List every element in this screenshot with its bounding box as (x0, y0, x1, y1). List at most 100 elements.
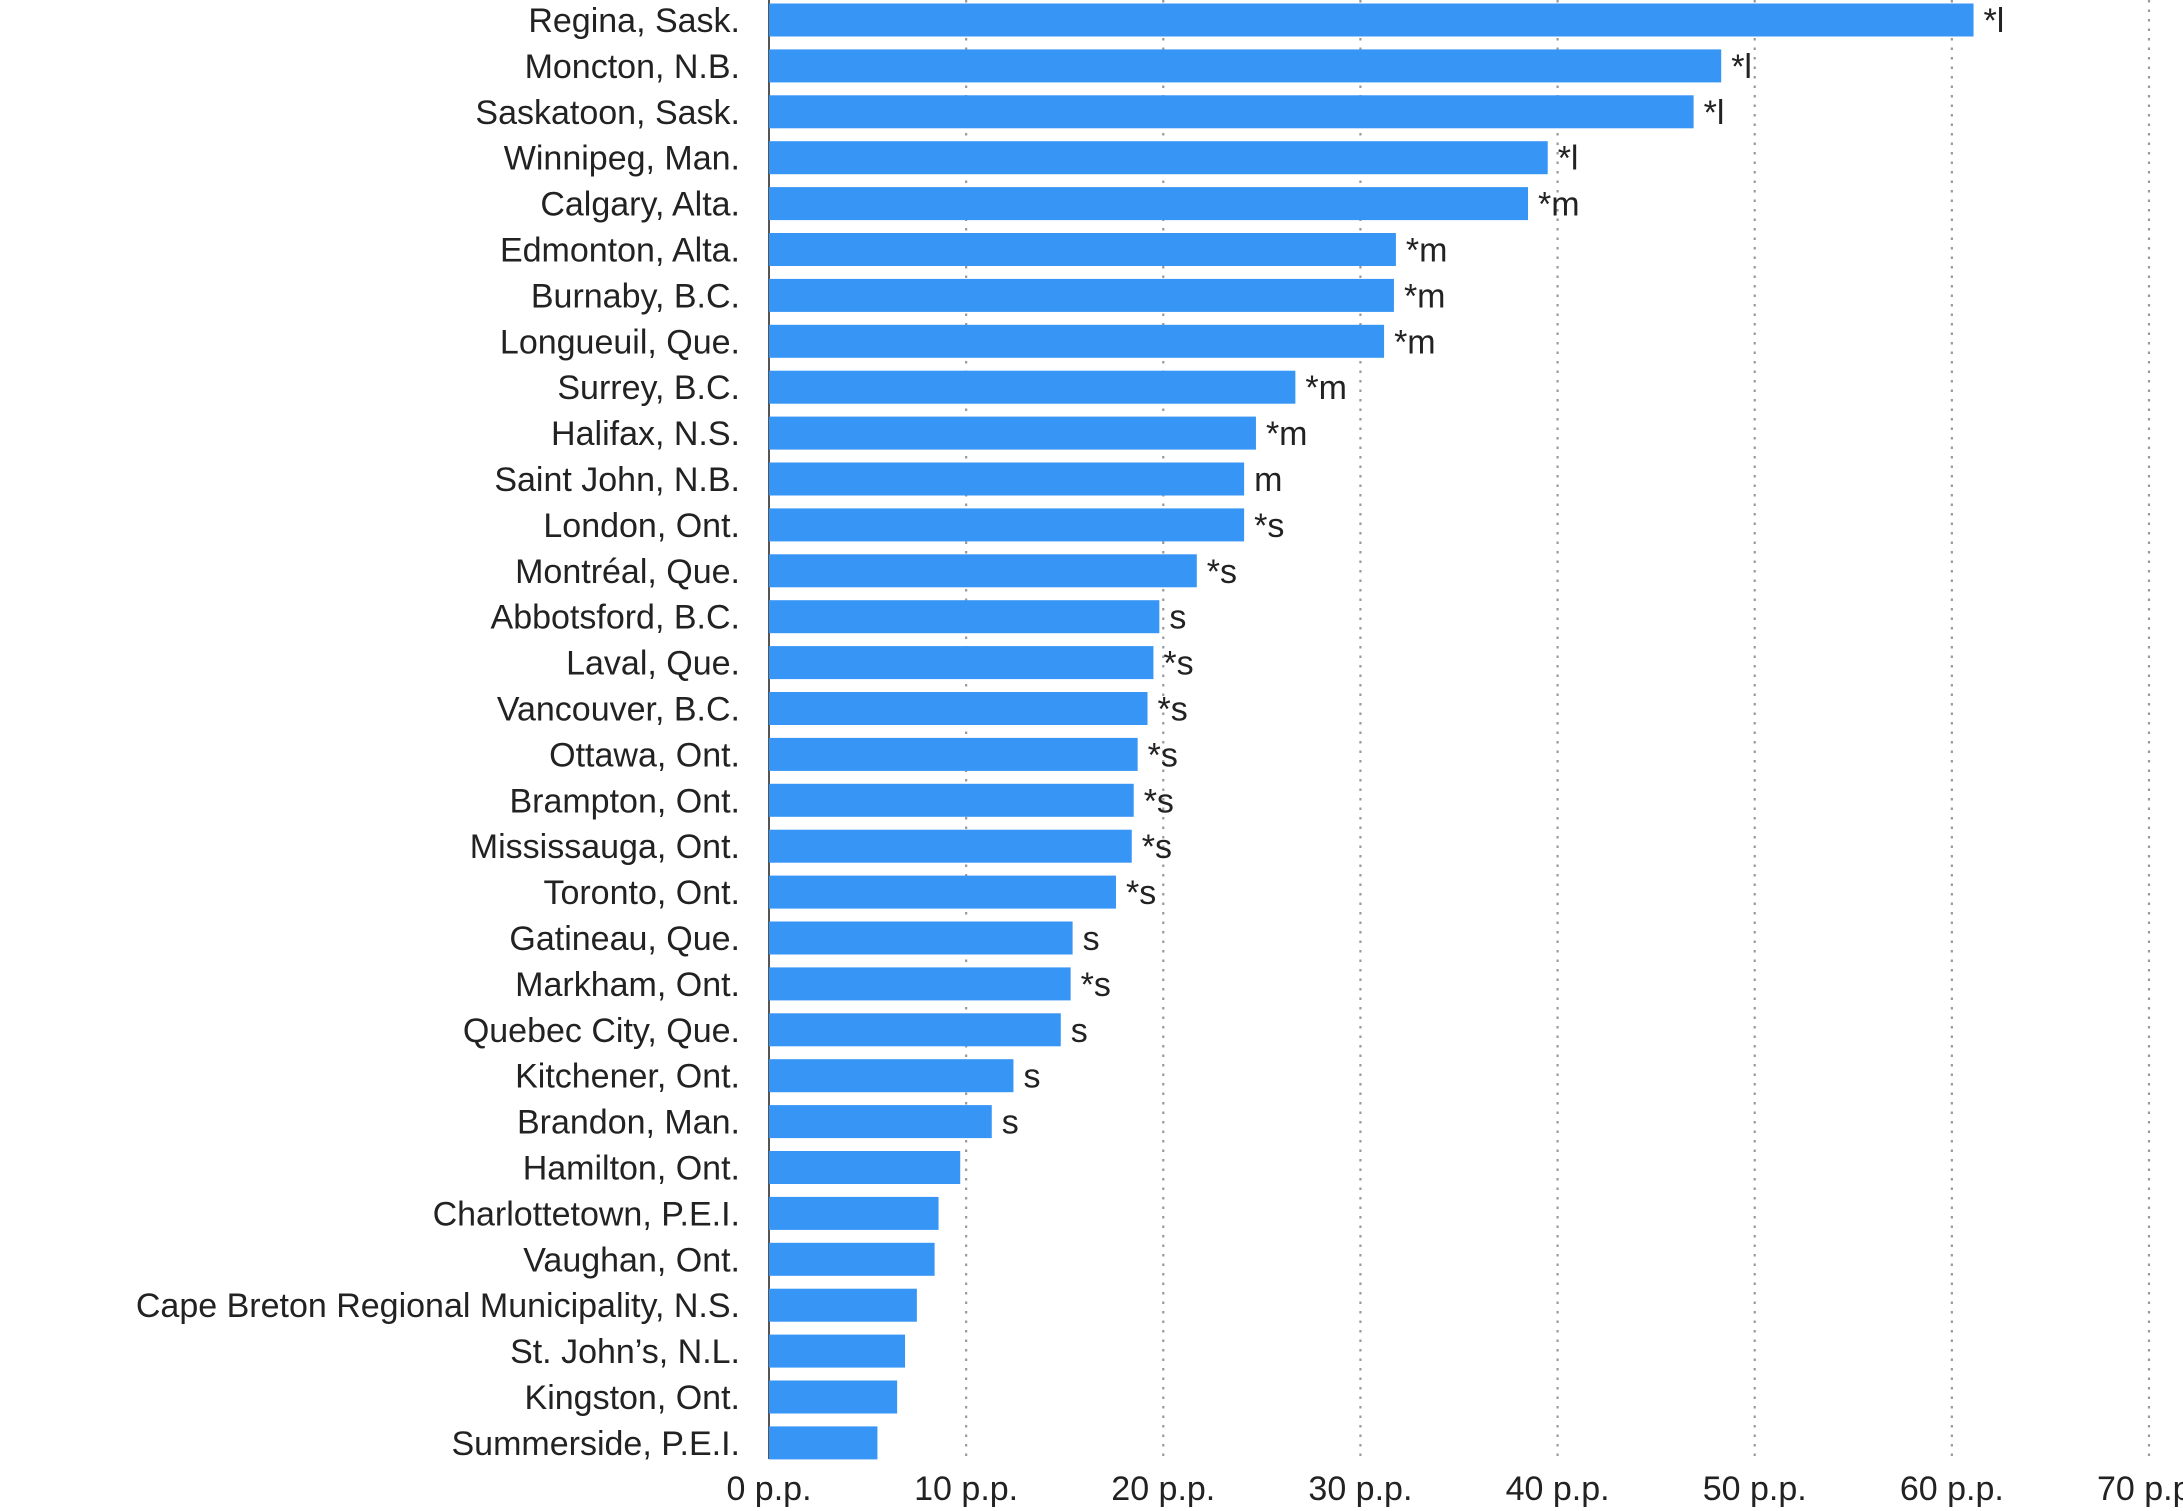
bar (769, 921, 1073, 955)
bar (769, 370, 1296, 404)
category-label: Saint John, N.B. (494, 461, 740, 499)
bar (769, 783, 1134, 817)
bar (769, 508, 1245, 542)
category-label: Summerside, P.E.I. (452, 1425, 741, 1463)
bar (769, 1013, 1061, 1047)
category-label: Halifax, N.S. (551, 415, 740, 453)
bar (769, 692, 1148, 725)
category-label: Surrey, B.C. (557, 369, 740, 407)
category-label: Laval, Que. (566, 645, 740, 683)
data-label: *m (1266, 415, 1308, 453)
data-label: *s (1207, 553, 1237, 591)
bar (769, 829, 1132, 863)
bar (769, 1288, 917, 1322)
bar (769, 1426, 878, 1460)
category-label: Kitchener, Ont. (515, 1058, 740, 1096)
category-label: London, Ont. (543, 507, 740, 545)
category-label: Hamilton, Ont. (523, 1150, 740, 1188)
category-label: Calgary, Alta. (540, 186, 740, 224)
data-label: *s (1142, 828, 1172, 866)
bar (769, 967, 1071, 1001)
category-label: Charlottetown, P.E.I. (433, 1195, 740, 1233)
data-label: *l (1558, 140, 1579, 178)
bar (769, 646, 1154, 680)
category-label: Regina, Sask. (528, 2, 740, 40)
x-axis-ticks: 0 p.p. 10 p.p. 20 p.p. 30 p.p. 40 p.p. 50 p.p… (726, 1470, 2183, 1508)
category-label: Winnipeg, Man. (504, 140, 740, 178)
category-label: St. John’s, N.L. (510, 1333, 740, 1371)
category-label: Toronto, Ont. (543, 874, 740, 912)
bar (769, 462, 1245, 496)
bar (769, 1196, 939, 1230)
bar (769, 1380, 898, 1414)
category-label: Brampton, Ont. (509, 782, 740, 820)
bar (769, 3, 1974, 37)
category-label: Brandon, Man. (517, 1104, 740, 1142)
data-label: s (1083, 920, 1100, 958)
category-label: Edmonton, Alta. (500, 232, 740, 270)
category-label: Mississauga, Ont. (470, 828, 740, 866)
data-label: s (1169, 599, 1186, 637)
data-label: *s (1163, 645, 1193, 683)
data-label: *m (1406, 232, 1448, 270)
category-label: Cape Breton Regional Municipality, N.S. (136, 1287, 740, 1325)
x-tick-label: 70 p.p. (2097, 1470, 2183, 1508)
x-tick-label: 20 p.p. (1111, 1470, 1215, 1508)
data-label: *s (1126, 874, 1156, 912)
x-tick-label: 0 p.p. (726, 1470, 811, 1508)
data-label: *m (1394, 323, 1436, 361)
bar (769, 278, 1394, 312)
bar (769, 1059, 1014, 1093)
bar (769, 554, 1197, 588)
data-label: *m (1538, 186, 1580, 224)
data-label: m (1254, 461, 1282, 499)
category-label: Markham, Ont. (515, 966, 740, 1004)
data-label: *s (1148, 736, 1178, 774)
data-labels: *l*l*l*l*m*m*m*m*m*mm*s*ss*s*s*s*s*s*ss*… (1002, 2, 2005, 1142)
category-label: Saskatoon, Sask. (475, 94, 740, 132)
x-tick-label: 60 p.p. (1900, 1470, 2004, 1508)
bar (769, 416, 1256, 450)
category-label: Gatineau, Que. (509, 920, 740, 958)
bar (769, 1105, 992, 1139)
category-label: Montréal, Que. (515, 553, 740, 591)
x-tick-label: 40 p.p. (1506, 1470, 1610, 1508)
data-label: *s (1081, 966, 1111, 1004)
bar (769, 1242, 935, 1276)
category-label: Kingston, Ont. (525, 1379, 740, 1417)
bar (769, 233, 1396, 266)
bar (769, 324, 1385, 358)
data-label: *l (1731, 48, 1752, 86)
data-label: *s (1254, 507, 1284, 545)
data-label: *m (1404, 277, 1446, 315)
bars (769, 3, 1974, 1460)
bar (769, 1334, 906, 1368)
data-label: *s (1158, 691, 1188, 729)
bar (769, 1151, 961, 1184)
bar (769, 875, 1116, 909)
category-label: Vancouver, B.C. (497, 691, 740, 729)
bar (769, 95, 1694, 129)
category-label: Burnaby, B.C. (531, 277, 740, 315)
bar (769, 187, 1528, 221)
category-label: Quebec City, Que. (463, 1012, 740, 1050)
bar (769, 141, 1548, 175)
category-label: Longueuil, Que. (500, 323, 740, 361)
data-label: *l (1704, 94, 1725, 132)
bar (769, 737, 1138, 771)
data-label: *l (1984, 2, 2005, 40)
data-label: s (1002, 1104, 1019, 1142)
bar (769, 600, 1160, 634)
x-tick-label: 50 p.p. (1703, 1470, 1807, 1508)
category-label: Moncton, N.B. (525, 48, 740, 86)
category-label: Ottawa, Ont. (549, 736, 740, 774)
category-label: Abbotsford, B.C. (491, 599, 740, 637)
data-label: s (1023, 1058, 1040, 1096)
data-label: s (1071, 1012, 1088, 1050)
x-tick-label: 10 p.p. (914, 1470, 1018, 1508)
x-tick-label: 30 p.p. (1308, 1470, 1412, 1508)
data-label: *m (1305, 369, 1347, 407)
category-labels: Regina, Sask. Moncton, N.B. Saskatoon, Sas… (136, 2, 740, 1463)
bar (769, 49, 1722, 83)
